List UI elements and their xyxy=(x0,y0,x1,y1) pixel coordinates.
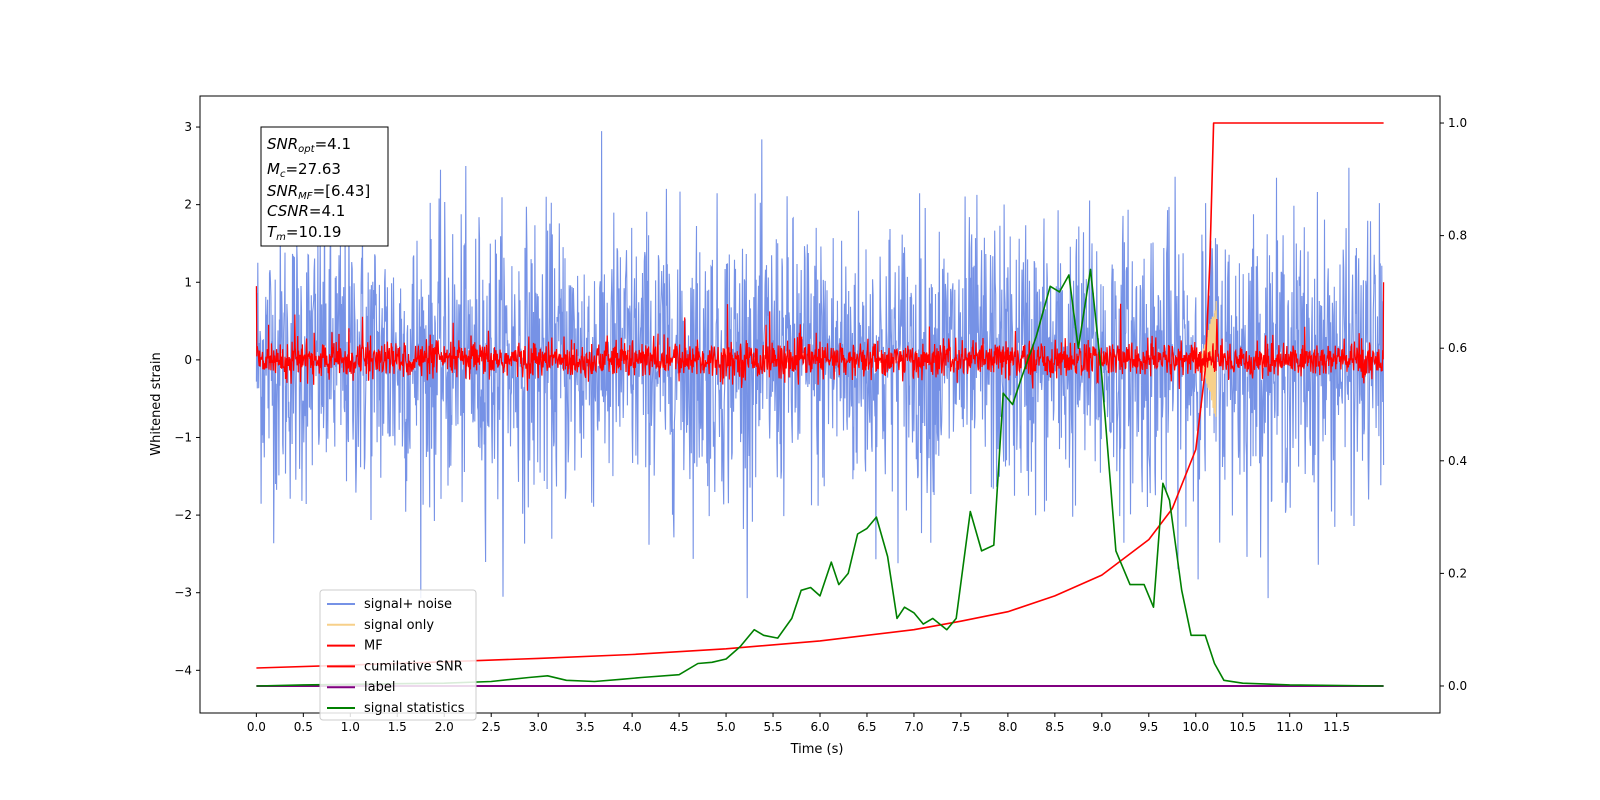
series-signal-only xyxy=(1199,300,1217,417)
annotation-frame xyxy=(260,126,389,247)
x-tick-label: 6.5 xyxy=(857,720,876,734)
x-tick-label: 7.0 xyxy=(904,720,923,734)
annotation-line-csnr: CSNR=4.1 xyxy=(267,202,345,220)
series-mf xyxy=(255,282,1385,391)
series-signal-noise xyxy=(255,131,1385,599)
x-tick-label: 8.5 xyxy=(1045,720,1064,734)
x-tick-label: 7.5 xyxy=(951,720,970,734)
legend-label: MF xyxy=(364,639,383,654)
y2-tick-label: 0.6 xyxy=(1448,341,1467,355)
y2-tick-label: 0.4 xyxy=(1448,454,1467,468)
series-signal-statistics xyxy=(256,268,1384,687)
x-tick-label: 2.5 xyxy=(482,720,501,734)
x-axis-label: Time (s) xyxy=(790,742,844,757)
y2-tick-label: 0.0 xyxy=(1448,679,1467,693)
x-tick-label: 11.5 xyxy=(1323,720,1350,734)
legend-frame xyxy=(319,589,477,721)
axes-layer: 0.0 0.5 1.0 1.5 2.0 2.5 3.0 3.5 4.0 4.5 5.0 5.5 6.0 6… xyxy=(174,116,1467,734)
x-tick-label: 9.5 xyxy=(1139,720,1158,734)
y-tick-label: 3 xyxy=(184,120,192,134)
annotation-line-mc: Mc=27.63 xyxy=(267,160,341,180)
x-tick-label: 4.0 xyxy=(623,720,642,734)
annotation-line-tm: Tm=10.19 xyxy=(267,223,341,243)
x-tick-label: 2.0 xyxy=(435,720,454,734)
y-tick-label: 2 xyxy=(184,198,192,212)
legend-label: signal statistics xyxy=(364,701,465,716)
x-tick-label: 1.0 xyxy=(341,720,360,734)
x-tick-label: 10.5 xyxy=(1229,720,1256,734)
legend-label: label xyxy=(364,680,395,695)
x-tick-label: 5.0 xyxy=(717,720,736,734)
x-tick-label: 3.0 xyxy=(529,720,548,734)
y-tick-label: 0 xyxy=(184,353,192,367)
x-tick-label: 1.5 xyxy=(388,720,407,734)
series-cumulative-snr xyxy=(256,122,1384,669)
y2-tick-label: 1.0 xyxy=(1448,116,1467,130)
annotation-box: SNRopt=4.1 Mc=27.63 SNRMF=[6.43] CSNR=4.… xyxy=(260,126,389,247)
y2-tick-label: 0.8 xyxy=(1448,229,1467,243)
annotation-line-snr-opt: SNRopt=4.1 xyxy=(267,135,351,155)
y-tick-label: 1 xyxy=(184,275,192,289)
x-tick-label: 11.0 xyxy=(1276,720,1303,734)
x-tick-label: 4.5 xyxy=(670,720,689,734)
y-tick-label: −1 xyxy=(174,430,192,444)
y-tick-label: −2 xyxy=(174,508,192,522)
y-axis-label: Whitened strain xyxy=(149,352,164,455)
legend-label: cumilative SNR xyxy=(364,659,463,674)
x-tick-label: 10.0 xyxy=(1182,720,1209,734)
legend-label: signal+ noise xyxy=(364,597,452,612)
legend-label: signal only xyxy=(364,618,434,633)
x-tick-label: 0.0 xyxy=(247,720,266,734)
x-tick-label: 9.0 xyxy=(1092,720,1111,734)
x-tick-label: 0.5 xyxy=(294,720,313,734)
y-tick-label: −3 xyxy=(174,586,192,600)
y-tick-label: −4 xyxy=(174,663,192,677)
annotation-line-snr-mf: SNRMF=[6.43] xyxy=(267,182,370,202)
x-tick-label: 6.0 xyxy=(810,720,829,734)
y2-tick-label: 0.2 xyxy=(1448,566,1467,580)
x-tick-label: 8.0 xyxy=(998,720,1017,734)
x-tick-label: 5.5 xyxy=(763,720,782,734)
legend: signal+ noise signal only MF cumilative SNR… xyxy=(319,589,477,721)
x-tick-label: 3.5 xyxy=(576,720,595,734)
